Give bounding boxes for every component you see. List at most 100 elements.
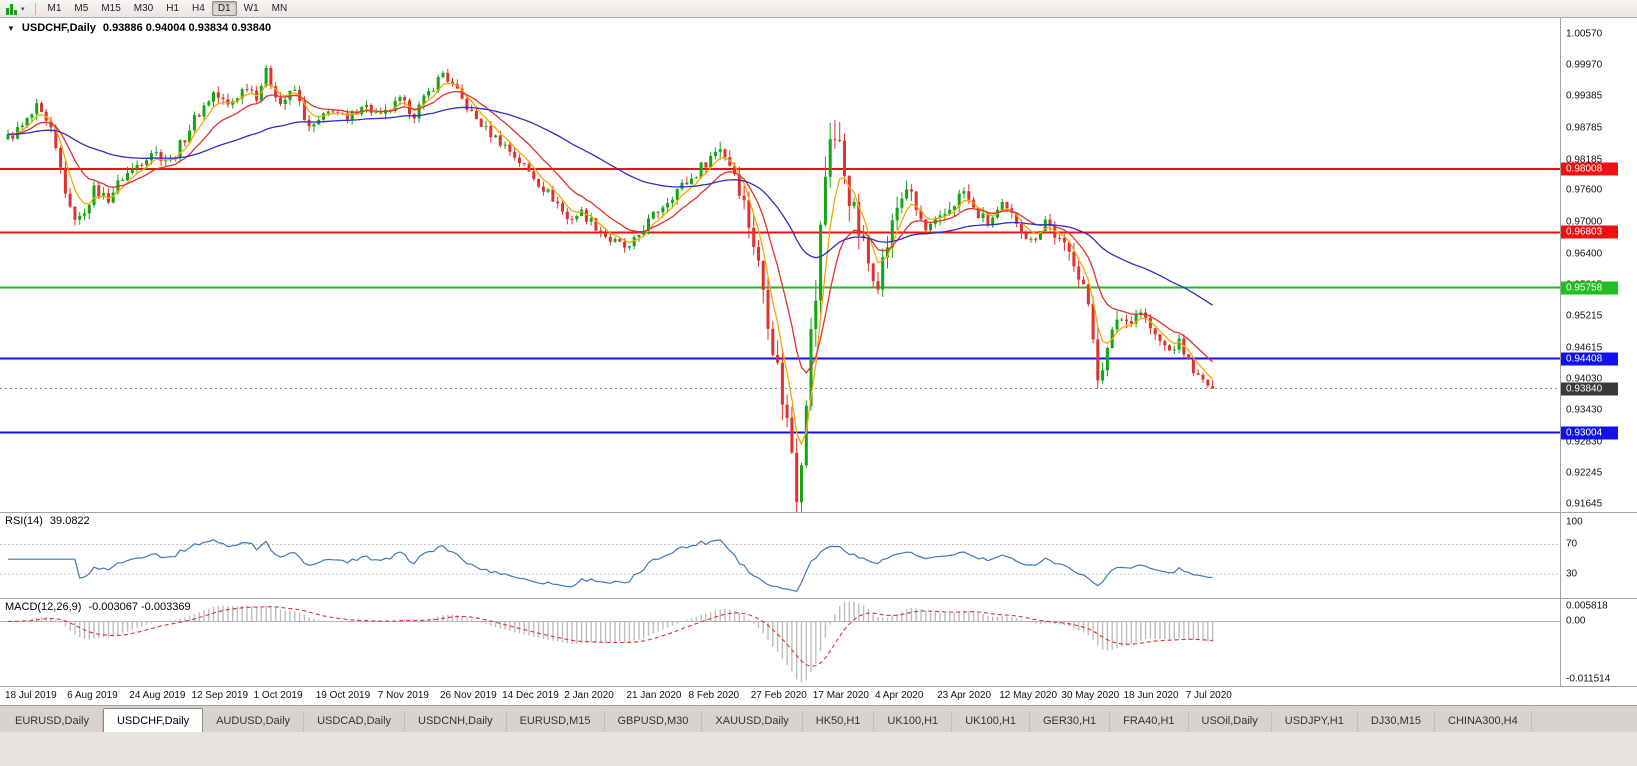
price-axis-label: 0.94615 (1566, 342, 1603, 354)
chart-tab-ger30-h1[interactable]: GER30,H1 (1030, 711, 1111, 732)
date-axis-label: 4 Apr 2020 (875, 690, 924, 701)
date-axis-label: 27 Feb 2020 (750, 690, 807, 701)
date-axis-label: 6 Aug 2019 (67, 690, 118, 701)
timeframe-button-h4[interactable]: H4 (192, 3, 205, 14)
price-line-badge: 0.98008 (1561, 162, 1618, 176)
chart-symbol-period: USDCHF,Daily (21, 22, 96, 34)
window-bottom-area (0, 732, 1637, 766)
chart-title: ▼ USDCHF,Daily 0.93886 0.94004 0.93834 0… (7, 22, 271, 34)
macd-axis-label: 0.00 (1566, 615, 1586, 627)
macd-panel[interactable]: MACD(12,26,9) -0.003067 -0.003369 (0, 599, 1560, 686)
price-axis-label: 0.94030 (1566, 373, 1603, 385)
chart-tab-eurusd-m15[interactable]: EURUSD,M15 (507, 711, 605, 732)
price-line-badge: 0.94408 (1561, 352, 1618, 366)
price-axis-label: 0.97000 (1566, 216, 1603, 228)
chart-tab-gbpusd-m30[interactable]: GBPUSD,M30 (605, 711, 703, 732)
chart-tab-audusd-daily[interactable]: AUDUSD,Daily (203, 711, 305, 732)
date-axis-label: 18 Jun 2020 (1123, 690, 1179, 701)
chart-ohlc-values: 0.93886 0.94004 0.93834 0.93840 (102, 22, 272, 34)
date-axis-label: 1 Oct 2019 (253, 690, 303, 701)
price-axis-label: 1.00570 (1566, 28, 1603, 40)
chart-tab-usdcnh-daily[interactable]: USDCNH,Daily (405, 711, 507, 732)
chart-tab-usoil-daily[interactable]: USOil,Daily (1189, 711, 1272, 732)
panel-separator (0, 598, 1637, 599)
rsi-indicator-name: RSI(14) (5, 515, 43, 527)
timeframe-button-m30[interactable]: M30 (133, 3, 154, 14)
price-axis-label: 0.95215 (1566, 310, 1603, 322)
price-axis-label: 0.99385 (1566, 90, 1603, 102)
time-axis[interactable]: 18 Jul 2019 6 Aug 2019 24 Aug 2019 12 Sep 2… (0, 687, 1637, 705)
current-price-badge: 0.93840 (1561, 382, 1618, 396)
main-chart-panel[interactable]: ▼ USDCHF,Daily 0.93886 0.94004 0.93834 0… (0, 18, 1560, 512)
date-axis-label: 24 Aug 2019 (129, 690, 186, 701)
date-axis-label: 23 Apr 2020 (937, 690, 992, 701)
rsi-axis-label: 30 (1566, 568, 1578, 580)
chart-tab-xauusd-daily[interactable]: XAUUSD,Daily (702, 711, 803, 732)
price-axis-label: 0.99970 (1566, 59, 1603, 71)
price-line-badge: 0.95758 (1561, 281, 1618, 294)
price-line-badge: 0.93004 (1561, 426, 1618, 440)
toolbar-separator (34, 2, 36, 15)
timeframe-button-m15[interactable]: M15 (101, 3, 121, 14)
price-axis-label: 0.91645 (1566, 498, 1603, 510)
timeframe-buttons: M1 M5 M15 M30 H1 H4 D1 W1 MN (42, 1, 294, 16)
date-axis-label: 30 May 2020 (1061, 690, 1120, 701)
date-axis-label: 12 May 2020 (999, 690, 1058, 701)
chart-tab-bar: EURUSD,Daily USDCHF,Daily AUDUSD,Daily USDC… (0, 705, 1637, 732)
price-axis-label: 0.92245 (1566, 467, 1603, 479)
chart-tab-dj30-m15[interactable]: DJ30,M15 (1358, 711, 1435, 732)
chart-tab-hk50-h1[interactable]: HK50,H1 (803, 711, 875, 732)
macd-axis-label: 0.005818 (1566, 600, 1608, 612)
timeframe-button-w1[interactable]: W1 (243, 3, 259, 14)
macd-indicator-values: -0.003067 -0.003369 (88, 601, 191, 613)
chart-tab-uk100-h1[interactable]: UK100,H1 (952, 711, 1030, 732)
chart-tab-eurusd-daily[interactable]: EURUSD,Daily (2, 711, 103, 732)
price-line-badge: 0.96803 (1561, 225, 1618, 239)
rsi-panel[interactable]: RSI(14) 39.0822 (0, 513, 1560, 598)
rsi-chart-canvas[interactable] (0, 513, 1560, 598)
timeframe-button-mn[interactable]: MN (271, 3, 288, 14)
macd-chart-canvas[interactable] (0, 599, 1560, 686)
macd-title: MACD(12,26,9) -0.003067 -0.003369 (5, 601, 191, 613)
macd-indicator-name: MACD(12,26,9) (5, 601, 82, 613)
chart-tab-usdchf-daily[interactable]: USDCHF,Daily (102, 708, 204, 732)
date-axis-label: 7 Jul 2020 (1185, 690, 1232, 701)
chart-style-dropdown-icon[interactable]: ▾ (21, 5, 25, 13)
timeframe-button-m5[interactable]: M5 (74, 3, 89, 14)
date-axis-label: 17 Mar 2020 (812, 690, 869, 701)
price-axis-label: 0.98785 (1566, 122, 1603, 134)
date-axis-label: 18 Jul 2019 (5, 690, 57, 701)
rsi-axis-label: 100 (1566, 516, 1583, 528)
date-axis-label: 12 Sep 2019 (191, 690, 249, 701)
chart-tab-fra40-h1[interactable]: FRA40,H1 (1110, 711, 1189, 732)
chart-tab-usdjpy-h1[interactable]: USDJPY,H1 (1272, 711, 1358, 732)
chart-style-bar (10, 3, 13, 15)
chart-tab-china300-h4[interactable]: CHINA300,H4 (1435, 711, 1532, 732)
timeframe-button-d1[interactable]: D1 (211, 1, 237, 16)
rsi-axis-label: 70 (1566, 538, 1578, 550)
date-axis-label: 19 Oct 2019 (315, 690, 371, 701)
chart-style-icon[interactable] (4, 3, 19, 15)
panel-separator (0, 686, 1637, 687)
price-axis-label: 0.96400 (1566, 248, 1603, 260)
date-axis-label: 14 Dec 2019 (502, 690, 559, 701)
timeframe-button-h1[interactable]: H1 (166, 3, 180, 14)
price-axis-label: 0.93430 (1566, 404, 1603, 416)
timeframe-button-m1[interactable]: M1 (47, 3, 62, 14)
rsi-title: RSI(14) 39.0822 (5, 515, 90, 527)
chart-tab-usdcad-daily[interactable]: USDCAD,Daily (304, 711, 406, 732)
date-axis-label: 2 Jan 2020 (564, 690, 614, 701)
chart-style-bar (14, 9, 17, 15)
price-axis-label: 0.97600 (1566, 184, 1603, 196)
panel-separator (0, 512, 1637, 513)
date-axis-label: 8 Feb 2020 (688, 690, 740, 701)
macd-axis-label: -0.011514 (1566, 673, 1611, 685)
chart-tab-uk100-h1[interactable]: UK100,H1 (874, 711, 953, 732)
price-axis-label: 0.92830 (1566, 436, 1603, 448)
price-axis[interactable]: 1.00570 0.99970 0.99385 0.98785 0.98185 0.976… (1560, 18, 1637, 686)
date-axis-label: 7 Nov 2019 (377, 690, 429, 701)
symbol-dropdown-icon[interactable]: ▼ (7, 23, 15, 33)
candlestick-chart-canvas[interactable] (0, 18, 1560, 512)
rsi-indicator-value: 39.0822 (49, 515, 90, 527)
